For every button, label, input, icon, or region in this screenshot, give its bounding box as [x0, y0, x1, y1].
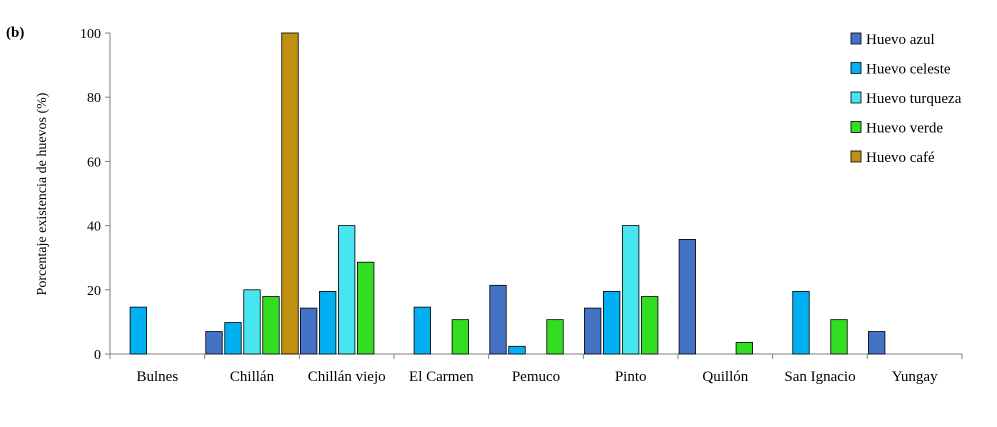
x-tick-label: San Ignacio [784, 369, 855, 385]
bar [735, 342, 753, 355]
y-axis-label: Porcentaje existencia de huevos (%) [35, 92, 50, 295]
x-tick-label: Chillán [230, 369, 275, 385]
bar [603, 291, 621, 355]
panel-label: (b) [6, 25, 24, 41]
x-tick-label: Pemuco [512, 369, 560, 385]
bar [584, 307, 602, 355]
bar [319, 291, 337, 355]
bar [300, 307, 318, 355]
bars [129, 32, 886, 355]
bar [338, 225, 356, 355]
y-tick-label: 80 [87, 91, 101, 106]
x-tick-label: Yungay [892, 369, 938, 385]
legend-swatch [850, 32, 862, 45]
bar [622, 225, 640, 355]
bar [205, 331, 223, 355]
y-tick-label: 0 [94, 348, 101, 363]
bar [868, 331, 886, 355]
bar [489, 284, 507, 355]
y-tick-label: 40 [87, 220, 101, 235]
x-tick-label: Chillán viejo [308, 369, 386, 385]
legend-label: Huevo café [866, 150, 935, 166]
legend-swatch [850, 150, 862, 163]
legend-label: Huevo verde [866, 121, 943, 137]
y-tick-label: 100 [80, 27, 101, 42]
bar [830, 319, 848, 355]
y-tick-label: 20 [87, 284, 101, 299]
legend-swatch [850, 62, 862, 74]
bar [413, 306, 431, 355]
bar [262, 296, 280, 355]
bar [641, 296, 659, 355]
x-tick-label: El Carmen [409, 369, 474, 385]
legend: Huevo azul Huevo celeste Huevo turqueza Hue… [850, 32, 962, 166]
axes: 0 20 40 60 80 100 Bulnes Chillán Chillán viejo El… [80, 27, 963, 385]
legend-swatch [850, 121, 862, 133]
bar [451, 319, 469, 355]
x-tick-label: Quillón [702, 369, 748, 385]
legend-label: Huevo azul [866, 32, 935, 48]
legend-label: Huevo celeste [866, 62, 951, 78]
bar [678, 239, 696, 355]
bar [357, 261, 375, 355]
y-tick-label: 60 [87, 155, 101, 170]
legend-label: Huevo turqueza [866, 91, 962, 107]
bar [508, 345, 526, 355]
x-tick-label: Pinto [615, 369, 647, 385]
bar [792, 291, 810, 355]
bar [129, 306, 147, 355]
x-tick-label: Bulnes [136, 369, 178, 385]
bar [546, 319, 564, 355]
legend-swatch [850, 91, 862, 104]
bar [243, 289, 261, 355]
bar [224, 322, 242, 355]
bar [281, 32, 299, 355]
